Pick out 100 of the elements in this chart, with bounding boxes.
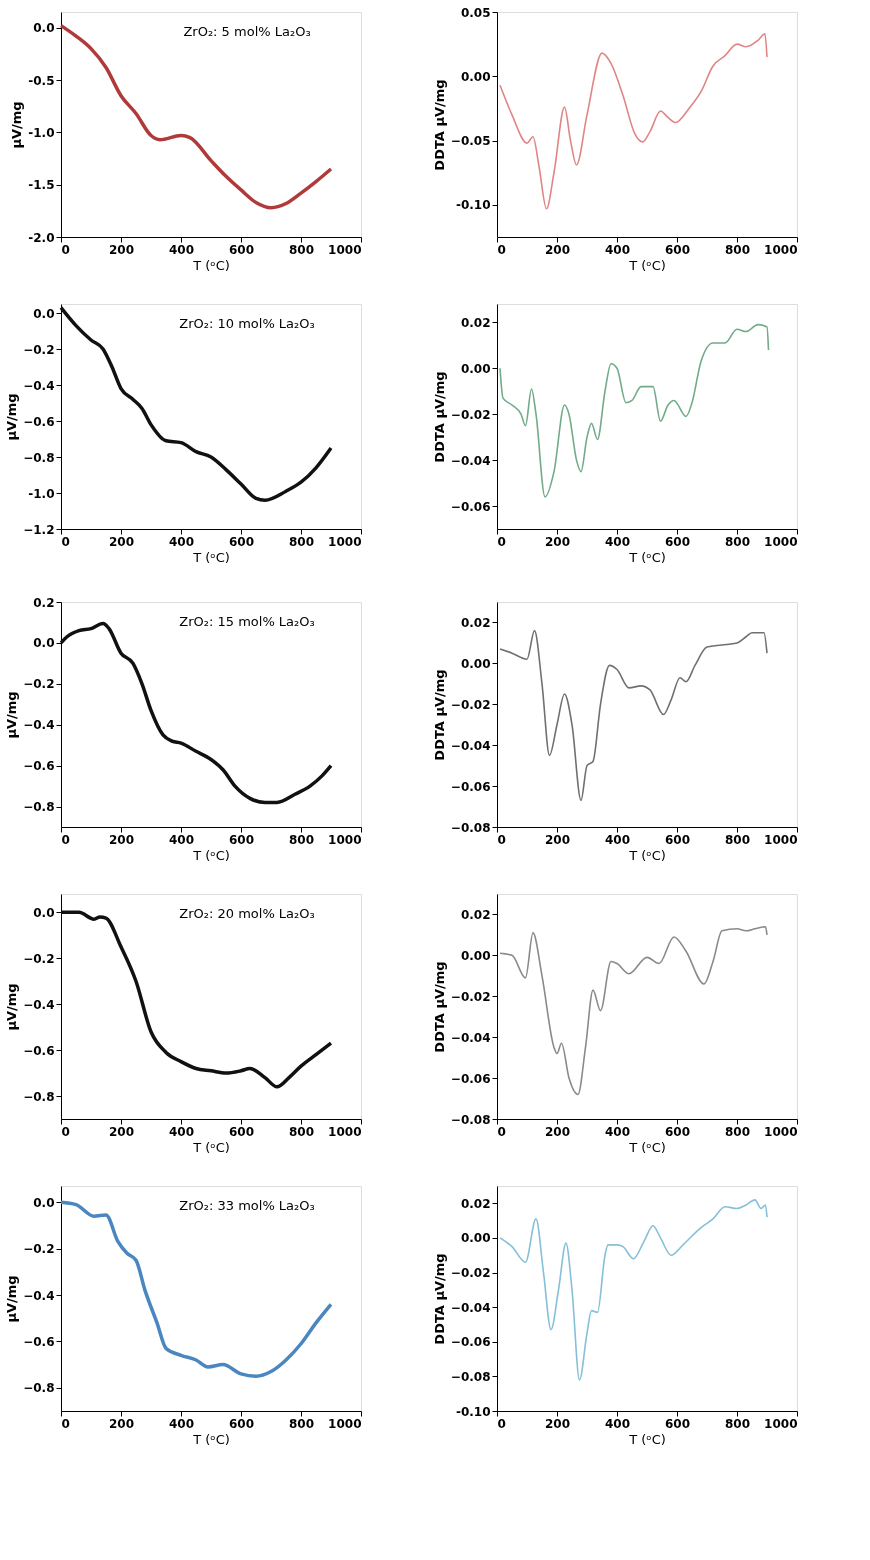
y-tick-label: −0.04 <box>450 738 491 753</box>
x-tick-label: 800 <box>724 1124 751 1139</box>
y-tick-label: 0.2 <box>33 595 55 610</box>
line-series <box>499 629 768 802</box>
x-tick-label: 600 <box>228 1416 255 1431</box>
y-tick-label: −0.8 <box>23 1089 55 1104</box>
x-tick-label: 600 <box>228 1124 255 1139</box>
x-tick-label: 800 <box>288 1416 315 1431</box>
y-tick-label: −0.6 <box>23 1043 55 1058</box>
x-tick-label: 400 <box>168 1124 195 1139</box>
y-tick-label: 0.00 <box>460 656 491 671</box>
line-series <box>59 910 333 1089</box>
x-tick-label: 200 <box>544 242 571 257</box>
x-axis-title: T (ᵒC) <box>192 1139 230 1155</box>
y-tick-label: −0.2 <box>23 677 55 692</box>
x-tick-label: 200 <box>108 1124 135 1139</box>
x-tick-label: 1000 <box>764 1416 798 1431</box>
line-series <box>499 323 770 498</box>
x-tick-label: 0 <box>497 534 506 549</box>
x-tick-label: 400 <box>604 242 631 257</box>
y-tick-label: 0.02 <box>460 315 491 330</box>
x-tick-label: 200 <box>544 1416 571 1431</box>
x-tick-label: 600 <box>228 832 255 847</box>
y-tick-label: 0.0 <box>33 636 55 651</box>
x-axis-title: T (ᵒC) <box>628 549 666 565</box>
x-axis-title: T (ᵒC) <box>192 1431 230 1447</box>
y-tick-label: 0.02 <box>460 1196 491 1211</box>
y-tick-label: −0.4 <box>23 1288 55 1303</box>
y-tick-label: -0.10 <box>455 1404 491 1419</box>
y-tick-label: 0.02 <box>460 615 491 630</box>
x-tick-label: 200 <box>108 832 135 847</box>
annotation: ZrO₂: 10 mol% La₂O₃ <box>179 316 315 331</box>
annotation: ZrO₂: 5 mol% La₂O₃ <box>183 24 311 39</box>
line-series <box>59 1200 333 1378</box>
x-tick-label: 600 <box>664 832 691 847</box>
x-tick-label: 400 <box>604 1124 631 1139</box>
y-tick-label: −0.8 <box>23 800 55 815</box>
x-tick-label: 1000 <box>328 242 362 257</box>
y-tick-label: -2.0 <box>28 230 55 245</box>
x-tick-label: 600 <box>664 534 691 549</box>
x-axis-title: T (ᵒC) <box>628 257 666 273</box>
line-series <box>59 23 333 210</box>
annotation: ZrO₂: 15 mol% La₂O₃ <box>179 614 315 629</box>
y-axis-title: μV/mg <box>4 393 20 441</box>
y-tick-label: −0.06 <box>450 1071 491 1086</box>
x-tick-label: 0 <box>61 242 70 257</box>
x-tick-label: 600 <box>664 1416 691 1431</box>
y-axis-title: μV/mg <box>9 101 25 149</box>
x-tick-label: 400 <box>168 534 195 549</box>
y-tick-label: −0.2 <box>23 1242 55 1257</box>
x-axis-title: T (ᵒC) <box>192 847 230 863</box>
x-tick-label: 800 <box>724 1416 751 1431</box>
x-tick-label: 0 <box>61 1124 70 1139</box>
line-series <box>59 305 333 502</box>
line-series <box>499 1199 768 1381</box>
x-tick-label: 0 <box>61 1416 70 1431</box>
line-series <box>499 33 768 210</box>
x-tick-label: 0 <box>61 832 70 847</box>
y-tick-label: −0.02 <box>450 989 491 1004</box>
y-tick-label: −0.06 <box>450 499 491 514</box>
x-tick-label: 800 <box>724 242 751 257</box>
y-axis-title: μV/mg <box>4 691 20 739</box>
x-tick-label: 400 <box>168 1416 195 1431</box>
y-tick-label: 0.00 <box>460 361 491 376</box>
y-tick-label: −0.05 <box>450 134 491 149</box>
x-axis-title: T (ᵒC) <box>192 257 230 273</box>
x-tick-label: 400 <box>168 242 195 257</box>
y-tick-label: 0.0 <box>33 306 55 321</box>
y-tick-label: 0.05 <box>460 5 491 20</box>
x-tick-label: 1000 <box>328 832 362 847</box>
y-tick-label: 0.00 <box>460 1231 491 1246</box>
x-tick-label: 1000 <box>764 242 798 257</box>
x-tick-label: 400 <box>168 832 195 847</box>
y-tick-label: 0.0 <box>33 1195 55 1210</box>
x-tick-label: 0 <box>497 242 506 257</box>
y-tick-label: −0.2 <box>23 951 55 966</box>
x-tick-label: 0 <box>497 832 506 847</box>
y-tick-label: 0.0 <box>33 21 55 36</box>
y-tick-label: −1.2 <box>23 522 55 537</box>
y-tick-label: −0.04 <box>450 453 491 468</box>
y-tick-label: −0.08 <box>450 1112 491 1127</box>
x-tick-label: 0 <box>61 534 70 549</box>
y-tick-label: 0.02 <box>460 907 491 922</box>
y-tick-label: 0.00 <box>460 948 491 963</box>
y-tick-label: −0.04 <box>450 1300 491 1315</box>
y-tick-label: −0.06 <box>450 1335 491 1350</box>
x-tick-label: 400 <box>604 534 631 549</box>
y-tick-label: −0.6 <box>23 414 55 429</box>
y-tick-label: −0.04 <box>450 1030 491 1045</box>
x-tick-label: 200 <box>544 832 571 847</box>
x-tick-label: 400 <box>604 1416 631 1431</box>
y-axis-title: μV/mg <box>4 983 20 1031</box>
y-tick-label: −0.02 <box>450 1266 491 1281</box>
y-tick-label: -1.5 <box>28 178 55 193</box>
y-axis-title: DDTA μV/mg <box>431 669 447 761</box>
x-tick-label: 1000 <box>328 1124 362 1139</box>
x-tick-label: 1000 <box>328 1416 362 1431</box>
y-tick-label: −0.08 <box>450 1369 491 1384</box>
x-tick-label: 600 <box>228 242 255 257</box>
x-tick-label: 200 <box>108 534 135 549</box>
